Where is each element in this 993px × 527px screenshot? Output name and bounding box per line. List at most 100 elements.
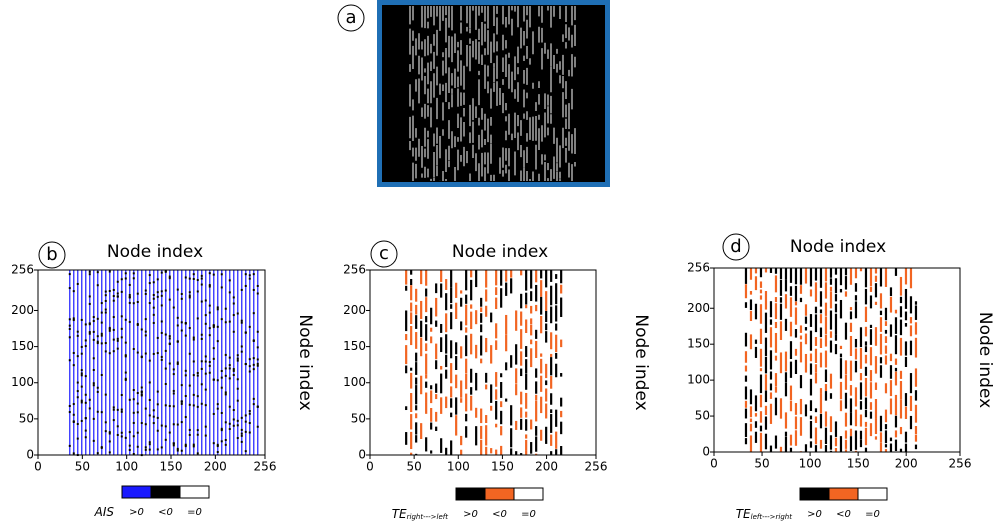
pattern-dot — [116, 295, 119, 298]
pattern-dot — [184, 443, 187, 446]
pattern-dot — [124, 341, 127, 344]
pattern-dot — [184, 416, 187, 419]
pattern-dot — [152, 415, 155, 418]
pattern-dot — [108, 431, 111, 434]
pattern-dot — [80, 374, 83, 377]
pattern-dot — [184, 322, 187, 325]
pattern-dot — [136, 411, 139, 414]
pattern-dot — [84, 436, 87, 439]
legend-swatch — [121, 485, 152, 499]
pattern-dot — [228, 377, 231, 380]
pattern-dot — [136, 402, 139, 405]
legend-title-main: TE — [736, 507, 751, 521]
plot-frame — [713, 267, 961, 453]
pattern-dot — [144, 352, 147, 355]
pattern-dot — [160, 358, 163, 361]
pattern-dot — [152, 409, 155, 412]
pattern-dot — [136, 392, 139, 395]
pattern-dot — [228, 422, 231, 425]
panel-label-circle — [337, 4, 365, 32]
pattern-dot — [196, 395, 199, 398]
pattern-dot — [132, 421, 135, 424]
x-tick-label: 100 — [447, 460, 470, 474]
pattern-dot — [108, 352, 111, 355]
pattern-dot — [112, 350, 115, 353]
pattern-dot — [196, 452, 199, 455]
pattern-dot — [76, 381, 79, 384]
x-tick-label: 256 — [254, 460, 277, 474]
pattern-dot — [248, 325, 251, 328]
pattern-dot — [204, 322, 207, 325]
pattern-dot — [172, 373, 175, 376]
pattern-dot — [212, 324, 215, 327]
pattern-dot — [172, 442, 175, 445]
pattern-dot — [88, 270, 91, 273]
pattern-dot — [104, 393, 107, 396]
pattern-dot — [172, 306, 175, 309]
pattern-dot — [92, 368, 95, 371]
pattern-dot — [156, 429, 159, 432]
pattern-dot — [152, 297, 155, 300]
pattern-dot — [164, 438, 167, 441]
legend-swatch — [455, 487, 486, 501]
pattern-dot — [116, 337, 119, 340]
pattern-dot — [96, 284, 99, 287]
pattern-dot — [168, 337, 171, 340]
pattern-dot — [248, 370, 251, 373]
pattern-dot — [180, 449, 183, 452]
pattern-dot — [236, 312, 239, 315]
legend-label: <0 — [158, 507, 173, 518]
pattern-dot — [72, 452, 75, 455]
pattern-dot — [168, 335, 171, 338]
legend-label: <0 — [492, 509, 507, 520]
pattern-dot — [236, 387, 239, 390]
pattern-dot — [120, 327, 123, 330]
pattern-dot — [220, 427, 223, 430]
pattern-dot — [256, 292, 259, 295]
pattern-dot — [252, 403, 255, 406]
pattern-dot — [204, 388, 207, 391]
pattern-dot — [180, 402, 183, 405]
pattern-dot — [192, 393, 195, 396]
pattern-dot — [156, 278, 159, 281]
pattern-dot — [108, 432, 111, 435]
pattern-dot — [192, 336, 195, 339]
pattern-dot — [160, 320, 163, 323]
pattern-dot — [72, 317, 75, 320]
pattern-dot — [144, 407, 147, 410]
pattern-dot — [72, 413, 75, 416]
pattern-dot — [152, 352, 155, 355]
pattern-dot — [164, 289, 167, 292]
pattern-dot — [132, 435, 135, 438]
pattern-dot — [256, 284, 259, 287]
pattern-dot — [160, 331, 163, 334]
pattern-dot — [168, 405, 171, 408]
legend-title: TEright--->left — [392, 507, 449, 522]
x-tick-label: 256 — [585, 460, 608, 474]
pattern-dot — [228, 320, 231, 323]
pattern-dot — [92, 384, 95, 387]
panel-label: b — [46, 244, 57, 265]
pattern-dot — [84, 345, 87, 348]
panel-label: d — [730, 236, 741, 257]
pattern-dot — [212, 442, 215, 445]
pattern-dot — [224, 443, 227, 446]
pattern-dot — [168, 275, 171, 278]
pattern-dot — [76, 423, 79, 426]
pattern-dot — [168, 277, 171, 280]
pattern-dot — [100, 334, 103, 337]
pattern-dot — [196, 405, 199, 408]
pattern-dot — [104, 311, 107, 314]
pattern-dot — [220, 386, 223, 389]
pattern-dot — [164, 382, 167, 385]
pattern-dot — [208, 285, 211, 288]
pattern-dot — [108, 290, 111, 293]
pattern-dot — [224, 439, 227, 442]
pattern-dot — [96, 317, 99, 320]
pattern-dot — [140, 393, 143, 396]
pattern-dot — [172, 389, 175, 392]
pattern-dot — [132, 411, 135, 414]
pattern-dot — [196, 290, 199, 293]
pattern-dot — [196, 433, 199, 436]
pattern-dot — [192, 273, 195, 276]
